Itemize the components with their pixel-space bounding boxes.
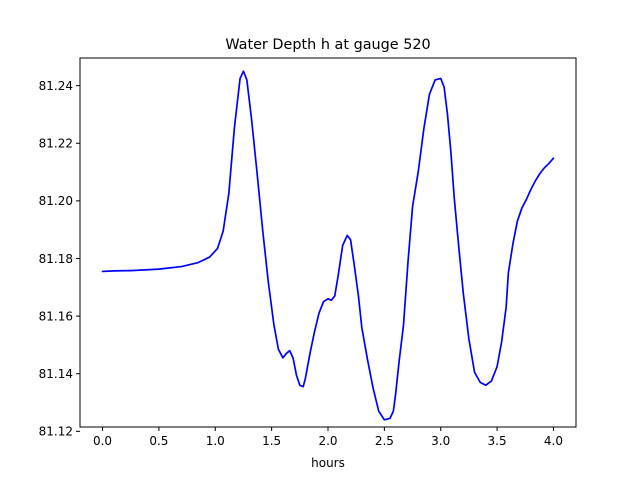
y-tick-label: 81.24: [39, 79, 73, 93]
series-line-0: [101, 70, 555, 421]
x-tick-label: 2.5: [375, 434, 394, 448]
y-tick-label: 81.16: [39, 309, 73, 323]
y-tick-label: 81.22: [39, 137, 73, 151]
x-tick-label: 1.5: [262, 434, 281, 448]
x-tick-label: 0.5: [149, 434, 168, 448]
x-tick-label: 3.0: [431, 434, 450, 448]
y-tick-label: 81.18: [39, 252, 73, 266]
chart-title: Water Depth h at gauge 520: [225, 37, 430, 53]
x-tick-label: 0.0: [93, 434, 112, 448]
x-tick-label: 4.0: [544, 434, 563, 448]
y-tick-label: 81.20: [39, 194, 73, 208]
plot-area: 0.0 0.5 1.0 1.5 2.0 2.5 3.0 3.5 4.0 81.12 81.14 81.…: [39, 57, 577, 448]
y-tick-label: 81.12: [39, 425, 73, 439]
x-tick-label: 2.0: [318, 434, 337, 448]
y-tick-label: 81.14: [39, 367, 73, 381]
x-axis-label: hours: [311, 456, 345, 470]
x-tick-label: 1.0: [206, 434, 225, 448]
x-tick-label: 3.5: [488, 434, 507, 448]
